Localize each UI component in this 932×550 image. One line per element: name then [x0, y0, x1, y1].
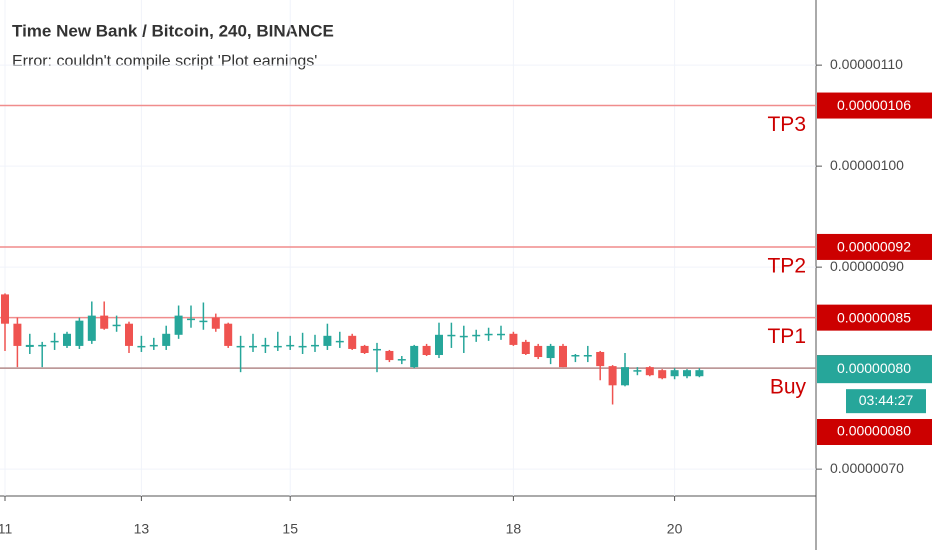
- candle-body: [335, 340, 344, 343]
- price-line-name: TP2: [767, 254, 806, 277]
- price-tag: 0.00000106: [837, 97, 911, 113]
- x-tick-label: 11: [0, 521, 12, 537]
- price-tag-bg: [817, 304, 932, 331]
- candle-body: [472, 334, 481, 337]
- candle-body: [187, 318, 195, 321]
- candle-body: [373, 348, 381, 351]
- candle-body: [348, 335, 357, 349]
- candle-body: [484, 333, 493, 336]
- candle-body: [236, 345, 245, 348]
- price-tag: 0.00000085: [837, 309, 911, 325]
- candle-body: [645, 367, 654, 376]
- countdown-bg: [846, 389, 926, 414]
- x-tick-label: 13: [134, 521, 150, 537]
- candle-body: [497, 333, 505, 336]
- price-tag-bg: [817, 233, 932, 260]
- candle-body: [360, 345, 369, 353]
- lower-tag: 0.00000080: [837, 423, 911, 439]
- candle-body: [422, 345, 431, 356]
- candle-body: [261, 344, 270, 347]
- candle-body: [211, 317, 220, 329]
- candle-body: [50, 340, 59, 343]
- candle-body: [534, 345, 543, 358]
- candle-body: [509, 333, 518, 345]
- candle-body: [621, 367, 629, 386]
- candle-body: [633, 370, 642, 372]
- candle-body: [25, 344, 34, 347]
- candle-body: [521, 341, 530, 354]
- price-line-name: Buy: [770, 376, 807, 399]
- candle-body: [38, 344, 47, 347]
- candle-body: [546, 345, 555, 359]
- candle-body: [162, 333, 171, 346]
- last-price-bg: [817, 355, 932, 384]
- candle-body: [286, 344, 295, 347]
- candle-body: [13, 323, 22, 346]
- price-tag-bg: [817, 92, 932, 119]
- countdown: 03:44:27: [859, 392, 914, 408]
- price-line-name: TP1: [767, 325, 806, 348]
- candle-body: [149, 344, 158, 347]
- candle-body: [199, 320, 208, 323]
- candle-body: [447, 334, 456, 337]
- y-tick-label: 0.00000070: [830, 460, 904, 476]
- candle-body: [298, 345, 307, 348]
- y-tick-label: 0.00000090: [830, 258, 904, 274]
- price-tag: 0.00000092: [837, 239, 911, 255]
- candle-body: [608, 366, 617, 386]
- candle-body: [1, 294, 9, 324]
- x-tick-label: 18: [506, 521, 522, 537]
- candle-body: [683, 370, 691, 377]
- candle-body: [583, 355, 592, 357]
- candle-body: [75, 320, 84, 346]
- x-tick-label: 20: [667, 521, 683, 537]
- candle-body: [695, 370, 704, 377]
- y-tick-label: 0.00000110: [830, 56, 903, 72]
- candle-body: [100, 315, 109, 329]
- price-line-name: TP3: [767, 113, 806, 136]
- candle-body: [174, 315, 183, 335]
- candle-body: [125, 323, 133, 346]
- last-price: 0.00000080: [837, 360, 911, 376]
- x-tick-label: 15: [282, 521, 298, 537]
- candle-body: [670, 370, 679, 377]
- candle-body: [311, 344, 319, 347]
- candle-body: [137, 345, 146, 348]
- candle-body: [112, 324, 121, 327]
- candle-body: [397, 359, 406, 361]
- candle-body: [658, 370, 667, 379]
- chart-subtitle: Error: couldn't compile script 'Plot ear…: [12, 53, 317, 70]
- candle-body: [224, 323, 233, 346]
- candle-body: [385, 350, 394, 361]
- candle-body: [435, 334, 443, 356]
- chart-title: Time New Bank / Bitcoin, 240, BINANCE: [12, 21, 334, 40]
- candle-body: [273, 345, 282, 348]
- candle-body: [87, 315, 96, 341]
- candle-body: [249, 345, 257, 348]
- candle-body: [559, 345, 567, 368]
- y-tick-label: 0.00000100: [830, 157, 904, 173]
- candle-body: [459, 335, 468, 338]
- candle-body: [410, 345, 419, 368]
- candle-body: [571, 355, 580, 357]
- lower-tag-bg: [817, 419, 932, 445]
- candle-body: [596, 351, 605, 367]
- candle-body: [63, 333, 71, 346]
- candle-body: [323, 335, 332, 346]
